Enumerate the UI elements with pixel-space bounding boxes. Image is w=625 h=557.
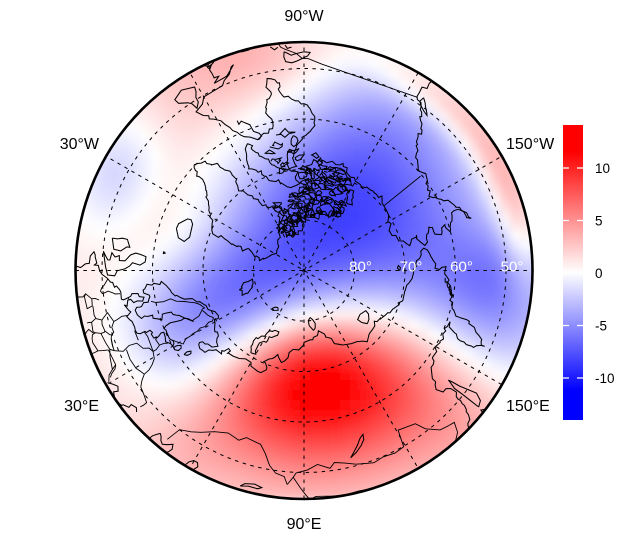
svg-text:0: 0	[595, 266, 603, 281]
svg-text:30°W: 30°W	[60, 136, 100, 153]
svg-text:150°W: 150°W	[506, 136, 555, 153]
svg-text:80°: 80°	[349, 259, 372, 276]
svg-text:10: 10	[595, 161, 610, 176]
svg-text:90°E: 90°E	[287, 516, 322, 533]
svg-text:50°: 50°	[501, 259, 524, 276]
svg-text:-10: -10	[595, 371, 615, 386]
svg-text:-5: -5	[595, 319, 607, 334]
svg-text:30°E: 30°E	[64, 398, 99, 415]
svg-text:90°W: 90°W	[284, 8, 324, 25]
svg-text:150°E: 150°E	[506, 398, 550, 415]
svg-text:70°: 70°	[400, 259, 423, 276]
svg-text:60°: 60°	[450, 259, 473, 276]
svg-text:5: 5	[595, 214, 603, 229]
